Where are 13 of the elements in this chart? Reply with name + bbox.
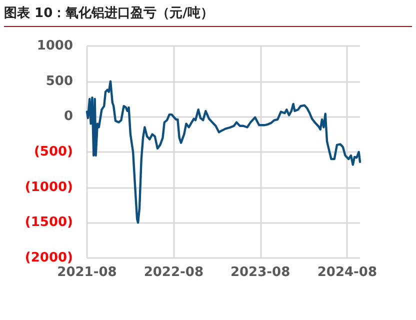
y-tick-label: (1000) xyxy=(24,180,73,195)
y-tick-label: (1500) xyxy=(24,215,73,230)
y-tick-label: (500) xyxy=(34,144,73,160)
y-tick-label: (2000) xyxy=(24,250,73,266)
y-tick-label: 500 xyxy=(46,74,73,89)
chart-title: 图表 10：氧化铝进口盈亏（元/吨） xyxy=(4,4,412,27)
x-tick-label: 2022-08 xyxy=(144,265,204,280)
line-series xyxy=(86,80,362,224)
y-tick-label: 1000 xyxy=(36,38,73,54)
x-tick-label: 2021-08 xyxy=(57,265,117,280)
y-tick-label: 0 xyxy=(64,109,73,124)
x-tick-label: 2024-08 xyxy=(317,265,378,280)
x-tick-label: 2023-08 xyxy=(230,265,290,280)
